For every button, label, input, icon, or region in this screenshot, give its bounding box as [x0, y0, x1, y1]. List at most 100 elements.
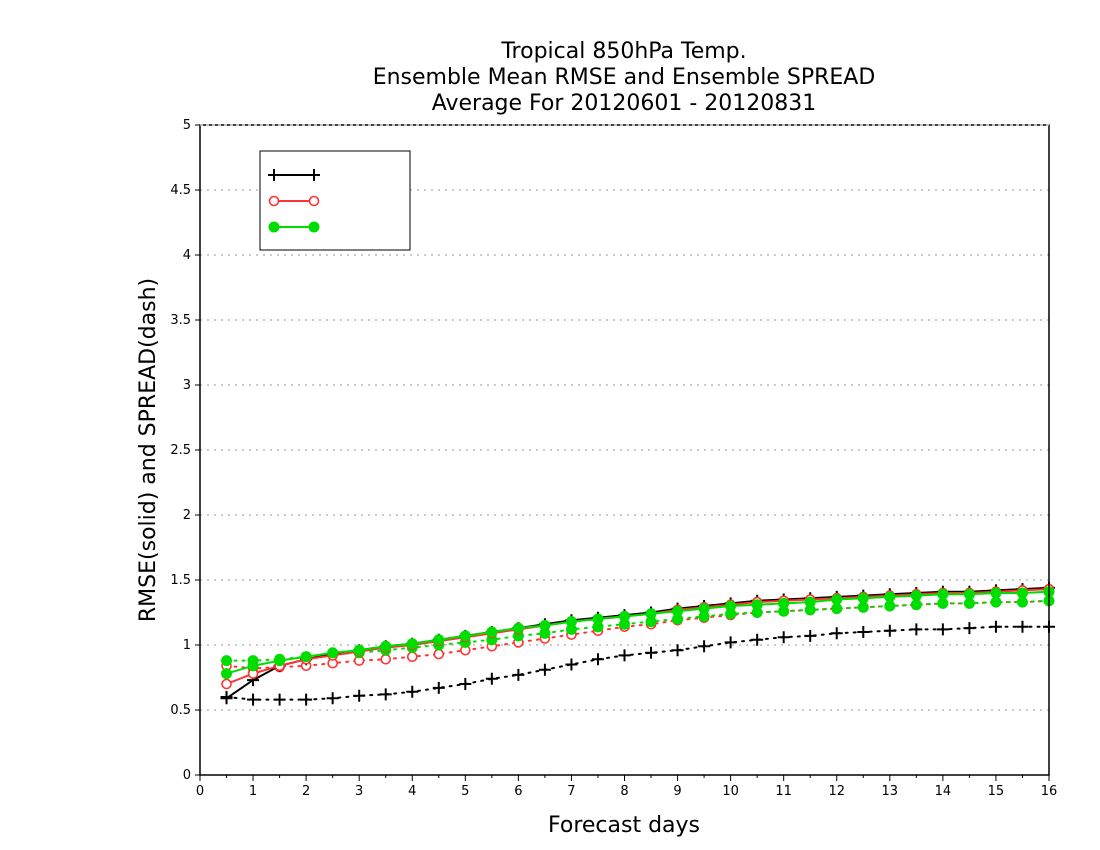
data-point-marker [698, 640, 711, 653]
data-point-marker [380, 653, 392, 665]
x-tick-label: 0 [196, 784, 204, 799]
data-point-marker [937, 597, 949, 609]
x-axis-label: Forecast days [548, 813, 700, 838]
series-layer [220, 581, 1055, 706]
x-tick-label: 9 [673, 784, 681, 799]
data-point-marker [538, 663, 551, 676]
spread-line [225, 625, 1050, 701]
data-point-marker [1016, 596, 1028, 608]
x-tick-label: 1 [249, 784, 257, 799]
data-point-marker [308, 169, 320, 181]
y-tick-label: 3.5 [170, 313, 191, 328]
series-group [220, 620, 1055, 706]
x-tick-label: 13 [882, 784, 899, 799]
data-point-marker [406, 685, 419, 698]
data-point-marker [1016, 620, 1029, 633]
series-group [220, 581, 1055, 705]
data-point-marker [512, 622, 524, 634]
rmse-line [226, 590, 1050, 675]
data-point-marker [221, 655, 233, 667]
spread-line [225, 599, 1050, 670]
y-tick-label: 4.5 [170, 183, 191, 198]
data-point-marker [910, 590, 922, 602]
data-point-marker [645, 646, 658, 659]
x-tick-label: 5 [461, 784, 469, 799]
series-group [221, 586, 1055, 680]
y-axis-label: RMSE(solid) and SPREAD(dash) [136, 278, 161, 622]
x-tick-label: 2 [302, 784, 310, 799]
data-point-marker [671, 644, 684, 657]
data-point-marker [406, 638, 418, 650]
data-point-marker [778, 597, 790, 609]
data-point-marker [247, 693, 260, 706]
rmse-line [226, 588, 1050, 685]
data-point-marker [433, 648, 445, 660]
y-tick-label: 1.5 [170, 573, 191, 588]
data-point-marker [273, 693, 286, 706]
y-tick-label: 0 [183, 768, 191, 783]
chart-title-line-2: Ensemble Mean RMSE and Ensemble SPREAD [373, 65, 876, 90]
data-point-marker [672, 605, 684, 617]
data-point-marker [724, 636, 737, 649]
data-point-marker [406, 651, 418, 663]
data-point-marker [326, 692, 339, 705]
x-tick-label: 3 [355, 784, 363, 799]
data-point-marker [857, 601, 869, 613]
series-group [221, 583, 1055, 690]
data-point-marker [884, 591, 896, 603]
data-point-marker [831, 603, 843, 615]
series-group [221, 595, 1055, 667]
data-point-marker [963, 597, 975, 609]
data-point-marker [777, 631, 790, 644]
legend [259, 150, 411, 251]
x-tick-label: 7 [567, 784, 575, 799]
data-point-marker [380, 640, 392, 652]
data-point-marker [910, 599, 922, 611]
data-point-marker [591, 653, 604, 666]
data-point-marker [353, 644, 365, 656]
data-point-marker [751, 633, 764, 646]
data-point-marker [221, 678, 232, 690]
y-tick-label: 2 [183, 508, 191, 523]
y-tick-label: 0.5 [170, 703, 191, 718]
data-point-marker [910, 623, 923, 636]
data-point-marker [937, 588, 949, 600]
legend-entry [268, 169, 320, 181]
data-point-marker [512, 668, 525, 681]
y-tick-label: 2.5 [170, 443, 191, 458]
data-point-marker [936, 623, 949, 636]
data-point-marker [884, 600, 896, 612]
series-group [221, 595, 1055, 674]
data-point-marker [804, 629, 817, 642]
data-point-marker [459, 678, 472, 690]
data-point-marker [619, 610, 630, 622]
data-point-marker [618, 649, 631, 662]
data-point-marker [308, 221, 320, 233]
x-tick-label: 10 [722, 784, 739, 799]
data-point-marker [247, 660, 259, 672]
data-point-marker [379, 688, 392, 701]
x-tick-label: 8 [620, 784, 628, 799]
y-tick-label: 4 [183, 248, 191, 263]
data-point-marker [565, 658, 578, 671]
data-point-marker [300, 693, 313, 706]
data-point-marker [486, 626, 498, 638]
data-point-marker [433, 634, 445, 646]
chart-title-line-3: Average For 20120601 - 20120831 [432, 91, 817, 116]
chart-title-line-1: Tropical 850hPa Temp. [500, 39, 746, 64]
data-point-marker [989, 620, 1002, 633]
data-point-marker [300, 651, 312, 663]
data-point-marker [485, 672, 498, 685]
data-point-marker [831, 594, 843, 605]
data-point-marker [221, 668, 233, 680]
data-point-marker [592, 613, 604, 625]
rmse-line [225, 586, 1050, 700]
data-point-marker [353, 689, 366, 702]
data-point-marker [883, 624, 896, 637]
y-tick-label: 3 [183, 378, 191, 393]
legend-entry [268, 221, 320, 233]
y-tick-label: 1 [183, 638, 191, 653]
data-point-marker [1016, 587, 1028, 599]
data-point-marker [751, 599, 763, 611]
